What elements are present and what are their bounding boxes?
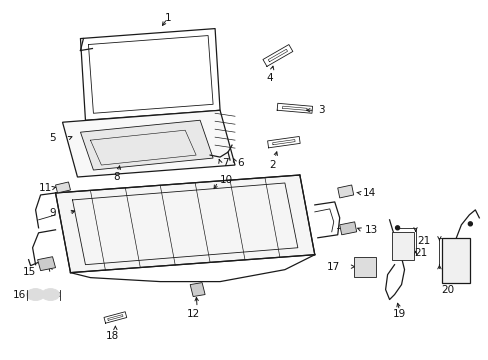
Text: 7: 7 <box>222 158 228 168</box>
Polygon shape <box>337 185 353 198</box>
Text: 10: 10 <box>220 175 233 185</box>
Polygon shape <box>81 120 213 170</box>
Text: 3: 3 <box>317 105 324 115</box>
Ellipse shape <box>395 226 399 230</box>
Bar <box>391 232 413 260</box>
Polygon shape <box>62 110 235 177</box>
Text: 11: 11 <box>39 183 52 193</box>
Text: 16: 16 <box>12 289 25 300</box>
Text: 1: 1 <box>164 13 171 23</box>
Polygon shape <box>190 283 204 297</box>
Text: 8: 8 <box>113 172 120 182</box>
Polygon shape <box>38 257 56 271</box>
Text: 17: 17 <box>326 262 339 272</box>
Text: 12: 12 <box>186 310 200 319</box>
Text: 9: 9 <box>49 208 56 218</box>
Polygon shape <box>56 175 314 273</box>
Polygon shape <box>56 182 70 193</box>
Text: 13: 13 <box>364 225 377 235</box>
Bar <box>442 238 469 283</box>
Text: 2: 2 <box>269 160 276 170</box>
Text: 19: 19 <box>392 310 406 319</box>
Ellipse shape <box>41 289 60 301</box>
Text: 4: 4 <box>266 73 273 84</box>
Text: 21: 21 <box>417 236 430 246</box>
Text: 20: 20 <box>440 284 453 294</box>
Polygon shape <box>339 222 356 235</box>
Text: 21: 21 <box>413 248 427 258</box>
Ellipse shape <box>468 222 471 226</box>
Text: 14: 14 <box>362 188 375 198</box>
Text: 6: 6 <box>237 158 243 168</box>
Text: 18: 18 <box>105 332 119 341</box>
FancyBboxPatch shape <box>353 257 375 276</box>
Text: 5: 5 <box>49 133 56 143</box>
Ellipse shape <box>26 289 44 301</box>
Text: 15: 15 <box>22 267 36 276</box>
